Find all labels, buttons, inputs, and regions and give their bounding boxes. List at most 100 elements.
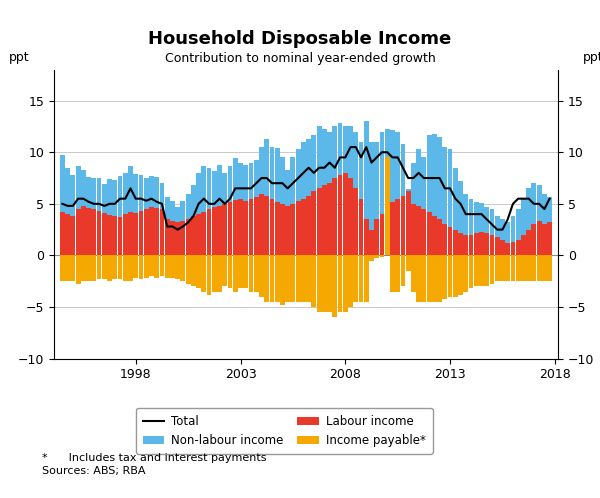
Bar [416,255,421,302]
Bar [338,124,343,175]
Bar [65,168,70,214]
Bar [442,147,447,225]
Bar [149,207,154,255]
Bar [448,149,452,227]
Bar [65,255,70,281]
Bar [306,255,311,302]
Bar [395,131,400,199]
Bar [81,206,86,255]
Bar [139,211,143,255]
Bar [123,173,128,214]
Bar [107,215,112,255]
Bar [406,255,410,271]
Bar [353,255,358,302]
Bar [170,201,175,221]
Bar [91,209,96,255]
Bar [280,255,285,305]
Bar [463,255,468,291]
Bar [244,165,248,201]
Bar [196,173,201,214]
Legend: Total, Non-labour income, Labour income, Income payable*: Total, Non-labour income, Labour income,… [136,408,433,454]
Bar [149,255,154,276]
Bar [327,131,332,183]
Bar [296,255,301,302]
Bar [495,237,500,255]
Bar [448,227,452,255]
Bar [343,126,348,173]
Bar [442,255,447,299]
Bar [123,214,128,255]
Bar [170,221,175,255]
Bar [500,219,505,240]
Bar [453,168,458,230]
Bar [484,207,489,233]
Bar [181,201,185,221]
Bar [453,255,458,297]
Bar [369,142,374,230]
Bar [70,175,75,216]
Bar [432,216,437,255]
Bar [259,255,264,297]
Bar [421,255,426,302]
Bar [317,126,322,188]
Bar [322,255,327,312]
Bar [359,255,364,302]
Bar [306,196,311,255]
Bar [275,148,280,202]
Bar [238,255,243,288]
Bar [537,185,542,221]
Bar [353,131,358,188]
Bar [280,157,285,204]
Bar [86,177,91,208]
Bar [437,137,442,219]
Bar [128,212,133,255]
Bar [275,202,280,255]
Bar [81,255,86,281]
Bar [244,201,248,255]
Bar [139,175,143,211]
Bar [160,255,164,276]
Bar [547,255,552,281]
Bar [532,255,536,281]
Bar [175,223,180,255]
Bar [479,232,484,255]
Bar [463,235,468,255]
Bar [469,199,473,235]
Bar [285,255,290,302]
Bar [107,179,112,215]
Bar [280,204,285,255]
Bar [359,142,364,199]
Bar [91,255,96,281]
Bar [133,255,138,278]
Bar [160,209,164,255]
Bar [175,207,180,223]
Bar [516,255,521,281]
Bar [223,173,227,204]
Bar [364,122,368,219]
Bar [285,170,290,206]
Bar [181,221,185,255]
Bar [511,255,515,281]
Bar [458,255,463,295]
Bar [275,255,280,302]
Bar [139,255,143,279]
Bar [338,175,343,255]
Bar [160,183,164,209]
Bar [327,183,332,255]
Bar [60,255,65,281]
Bar [458,181,463,233]
Bar [112,180,117,216]
Bar [165,255,170,278]
Bar [469,255,473,288]
Bar [542,194,547,225]
Bar [86,255,91,281]
Bar [186,219,191,255]
Bar [118,255,122,279]
Bar [202,212,206,255]
Bar [102,184,107,213]
Bar [406,191,410,255]
Bar [516,209,521,240]
Bar [212,207,217,255]
Bar [317,188,322,255]
Bar [521,199,526,235]
